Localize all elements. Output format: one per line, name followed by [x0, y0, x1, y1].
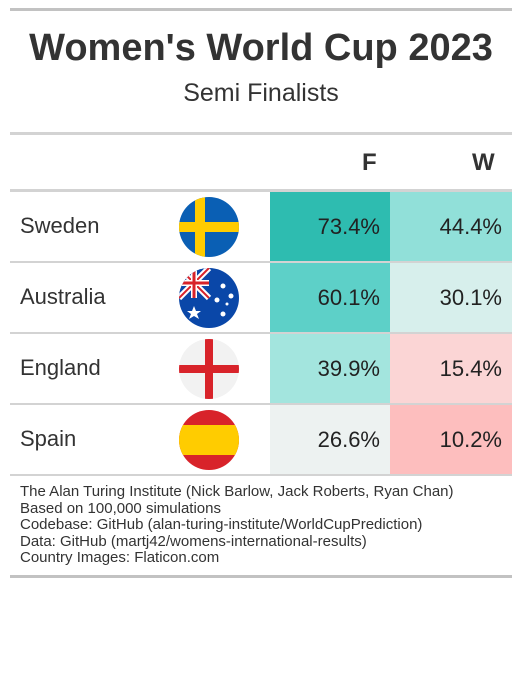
australia-flag-icon: [179, 268, 239, 328]
source-note: Based on 100,000 simulations: [20, 499, 221, 517]
source-note: Codebase: GitHub (alan-turing-institute/…: [20, 516, 423, 533]
win-probability-cell: 10.2%: [390, 405, 512, 474]
table-body: Sweden 73.4% 44.4% Australia: [10, 192, 512, 476]
finals-probability-cell: 60.1%: [270, 263, 390, 332]
column-header-w: W: [472, 149, 495, 176]
column-header-f: F: [362, 149, 377, 176]
table-row: England 39.9% 15.4%: [10, 334, 512, 405]
table-card: Women's World Cup 2023 Semi Finalists F …: [10, 8, 512, 578]
sweden-flag-icon: [179, 197, 239, 257]
source-note: Country Images: Flaticon.com: [20, 549, 220, 566]
team-name: Sweden: [20, 213, 100, 238]
finals-probability-cell: 39.9%: [270, 334, 390, 403]
source-note: Data: GitHub (martj42/womens-internation…: [20, 532, 367, 550]
column-header-row: F W: [10, 135, 512, 192]
england-flag-icon: [179, 339, 239, 399]
spain-flag-icon: [179, 410, 239, 470]
bottom-rule: [10, 574, 512, 578]
table-title: Women's World Cup 2023: [29, 27, 493, 69]
table-row: Sweden 73.4% 44.4%: [10, 192, 512, 263]
table-row: Spain 26.6% 10.2%: [10, 405, 512, 476]
win-probability-cell: 30.1%: [390, 263, 512, 332]
team-name: Australia: [20, 284, 106, 309]
win-probability-cell: 44.4%: [390, 192, 512, 261]
finals-probability-cell: 26.6%: [270, 405, 390, 474]
header-rule: [10, 132, 512, 135]
team-name: Spain: [20, 426, 77, 451]
win-probability-cell: 15.4%: [390, 334, 512, 403]
source-note: The Alan Turing Institute (Nick Barlow, …: [20, 483, 454, 500]
source-notes: The Alan Turing Institute (Nick Barlow, …: [10, 476, 512, 573]
team-name: England: [20, 355, 101, 380]
table-subtitle: Semi Finalists: [183, 79, 339, 107]
table-row: Australia: [10, 263, 512, 334]
finals-probability-cell: 73.4%: [270, 192, 390, 261]
top-rule: [10, 8, 512, 11]
